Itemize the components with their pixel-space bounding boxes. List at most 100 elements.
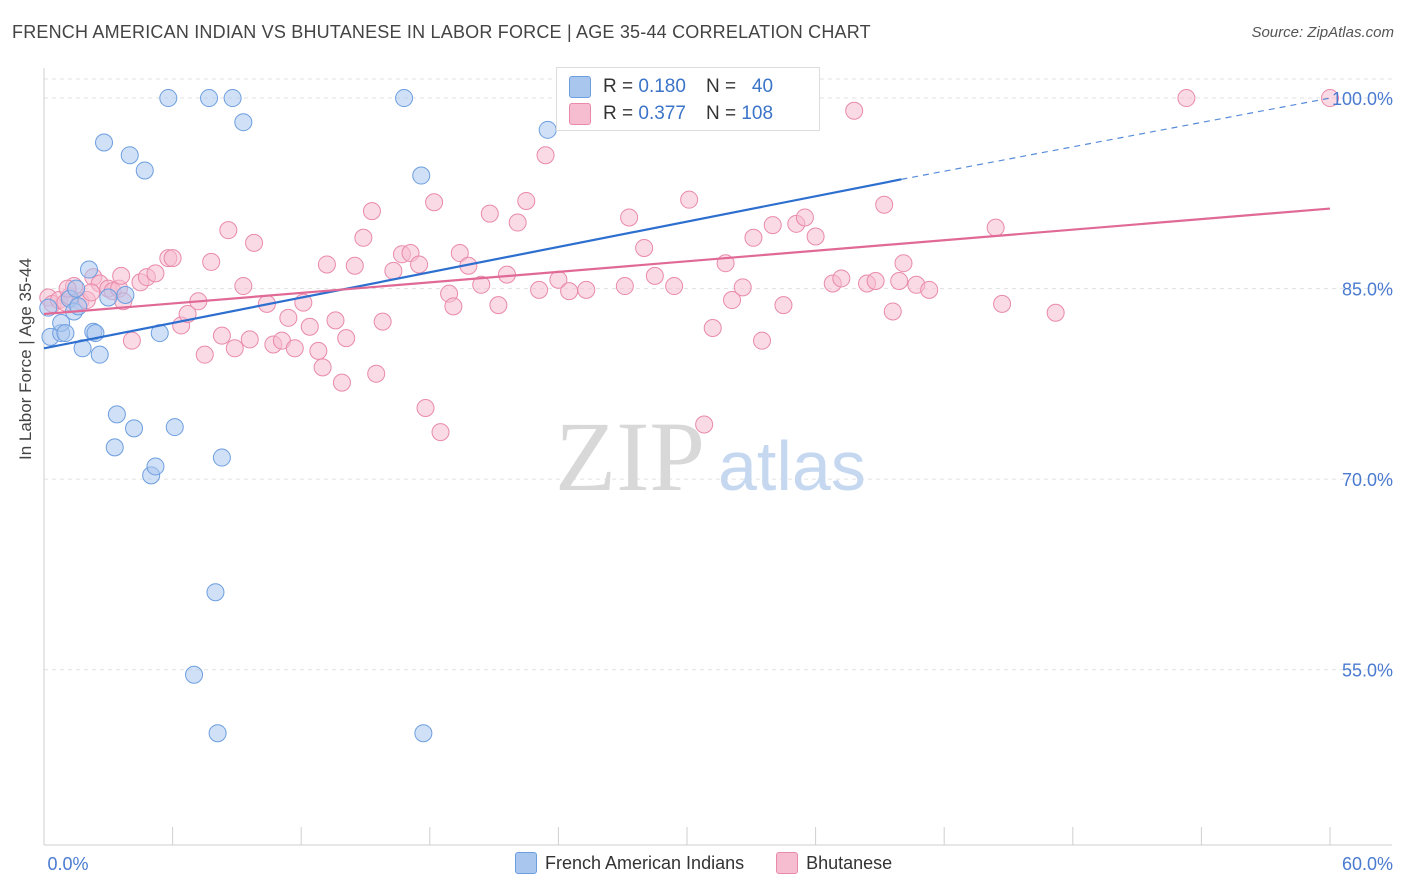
- source-label: Source: ZipAtlas.com: [1251, 24, 1394, 41]
- legend-swatch-blue: [515, 852, 537, 874]
- watermark-zip: ZIP: [555, 401, 705, 512]
- chart-title: FRENCH AMERICAN INDIAN VS BHUTANESE IN L…: [12, 22, 871, 42]
- x-tick-label: 0.0%: [47, 854, 88, 874]
- point-french-american-indians: [538, 120, 557, 139]
- point-bhutanese: [763, 216, 782, 235]
- stats-box: R = 0.180 N = 40 R = 0.377 N = 108: [556, 67, 820, 131]
- point-french-american-indians: [200, 89, 219, 108]
- point-bhutanese: [894, 254, 913, 273]
- point-bhutanese: [806, 227, 825, 246]
- point-bhutanese: [431, 423, 450, 442]
- point-bhutanese: [367, 364, 386, 383]
- point-french-american-indians: [95, 133, 114, 152]
- point-bhutanese: [219, 221, 238, 240]
- tick-labels: 55.0% 70.0% 85.0% 100.0% 0.0% 60.0%: [47, 89, 1393, 874]
- data-points: [39, 89, 1339, 743]
- point-bhutanese: [122, 331, 141, 350]
- point-french-american-indians: [223, 89, 242, 108]
- point-bhutanese: [362, 202, 381, 221]
- legend-swatch-pink: [776, 852, 799, 874]
- legend-item-french-american-indians[interactable]: French American Indians: [515, 852, 744, 874]
- point-bhutanese: [832, 269, 851, 288]
- point-bhutanese: [313, 358, 332, 377]
- watermark-atlas: atlas: [718, 427, 866, 505]
- point-bhutanese: [410, 255, 429, 274]
- r-label: R =: [603, 103, 634, 124]
- y-tick-label: 100.0%: [1332, 89, 1393, 109]
- point-bhutanese: [332, 373, 351, 392]
- point-bhutanese: [744, 228, 763, 247]
- point-bhutanese: [354, 228, 373, 247]
- point-french-american-indians: [99, 288, 118, 307]
- point-bhutanese: [795, 208, 814, 227]
- gridlines: [44, 78, 1392, 671]
- y-tick-label: 70.0%: [1342, 470, 1393, 490]
- y-tick-label: 55.0%: [1342, 661, 1393, 681]
- point-french-american-indians: [165, 418, 184, 437]
- point-bhutanese: [1046, 303, 1065, 322]
- point-bhutanese: [163, 249, 182, 268]
- point-bhutanese: [489, 296, 508, 315]
- point-french-american-indians: [125, 419, 144, 438]
- point-bhutanese: [146, 264, 165, 283]
- point-bhutanese: [620, 208, 639, 227]
- point-bhutanese: [112, 266, 131, 285]
- trend-line-extension: [901, 97, 1331, 180]
- point-bhutanese: [774, 296, 793, 315]
- n-value-series1: 40: [751, 76, 774, 97]
- point-french-american-indians: [56, 324, 75, 343]
- point-bhutanese: [723, 291, 742, 310]
- point-bhutanese: [1321, 89, 1339, 108]
- point-bhutanese: [993, 294, 1012, 313]
- point-bhutanese: [986, 218, 1005, 237]
- stats-swatch-pink: [569, 103, 591, 125]
- point-bhutanese: [508, 213, 527, 232]
- point-french-american-indians: [135, 161, 154, 180]
- point-bhutanese: [212, 326, 231, 345]
- point-french-american-indians: [414, 724, 433, 743]
- y-axis-title: In Labor Force | Age 35-44: [16, 258, 35, 460]
- r-label: R =: [603, 76, 634, 97]
- point-bhutanese: [680, 190, 699, 209]
- stats-row-series1: R = 0.180 N = 40: [569, 75, 773, 99]
- trend-lines: [43, 97, 1331, 350]
- point-bhutanese: [416, 399, 435, 418]
- point-bhutanese: [444, 297, 463, 316]
- point-bhutanese: [635, 238, 654, 257]
- point-french-american-indians: [39, 298, 58, 317]
- y-tick-label: 85.0%: [1342, 280, 1393, 300]
- point-bhutanese: [890, 271, 909, 290]
- point-bhutanese: [240, 330, 259, 349]
- trend-line-bhutanese: [43, 207, 1331, 316]
- point-french-american-indians: [120, 146, 139, 165]
- point-bhutanese: [695, 415, 714, 434]
- point-french-american-indians: [234, 113, 253, 132]
- point-french-american-indians: [395, 89, 414, 108]
- stats-row-series2: R = 0.377 N = 108: [569, 102, 773, 126]
- point-french-american-indians: [107, 405, 126, 424]
- point-bhutanese: [279, 308, 298, 327]
- n-label: N =: [705, 103, 737, 124]
- point-bhutanese: [875, 195, 894, 214]
- point-bhutanese: [577, 280, 596, 299]
- point-french-american-indians: [159, 89, 178, 108]
- point-bhutanese: [384, 261, 403, 280]
- trend-line-french-american-indians: [43, 178, 902, 350]
- point-bhutanese: [225, 339, 244, 358]
- point-bhutanese: [920, 280, 939, 299]
- point-french-american-indians: [185, 665, 204, 684]
- r-value-series2: 0.377: [638, 103, 686, 124]
- n-label: N =: [705, 76, 737, 97]
- legend-item-bhutanese[interactable]: Bhutanese: [776, 852, 892, 874]
- point-bhutanese: [866, 271, 885, 290]
- point-bhutanese: [450, 244, 469, 263]
- point-bhutanese: [234, 277, 253, 296]
- point-french-american-indians: [90, 345, 109, 364]
- point-bhutanese: [326, 311, 345, 330]
- point-bhutanese: [245, 233, 264, 252]
- r-value-series1: 0.180: [638, 76, 686, 97]
- point-bhutanese: [883, 302, 902, 321]
- x-tick-label: 60.0%: [1342, 854, 1393, 874]
- point-french-american-indians: [80, 260, 99, 279]
